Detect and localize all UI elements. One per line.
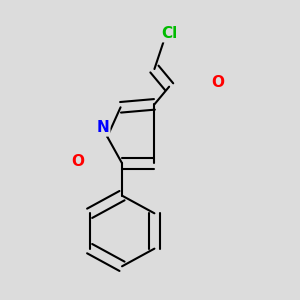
Text: O: O	[71, 154, 84, 169]
Text: N: N	[97, 120, 109, 135]
Text: Cl: Cl	[161, 26, 177, 41]
Text: O: O	[211, 75, 224, 90]
